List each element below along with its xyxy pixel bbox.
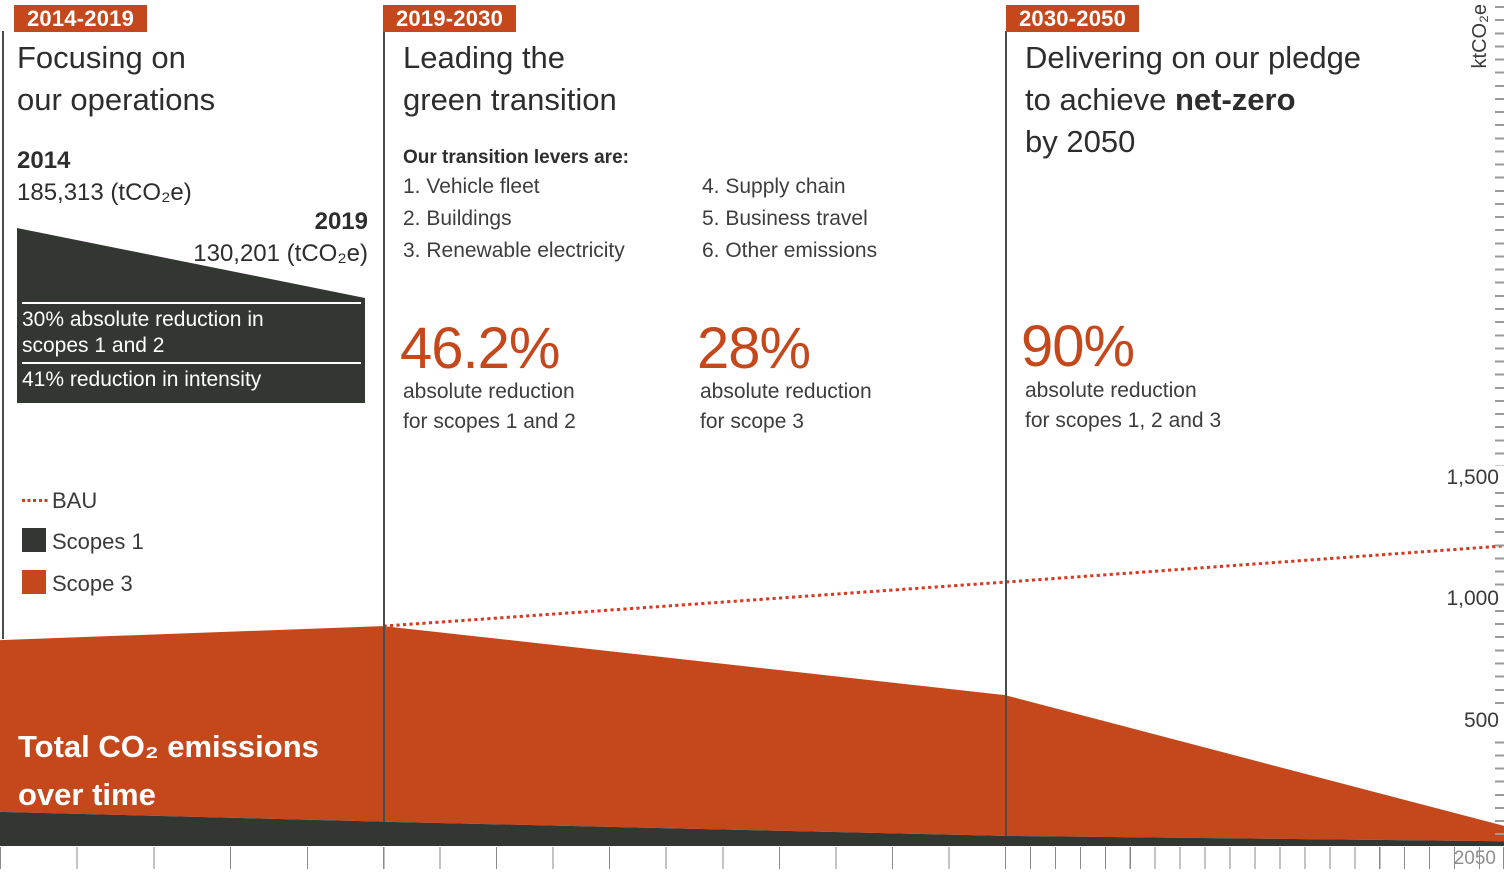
scopes1-area <box>0 811 1504 846</box>
stat-46-2-caption: absolute reduction for scopes 1 and 2 <box>403 377 576 437</box>
stat-28-caption: absolute reduction for scope 3 <box>700 377 872 437</box>
levers-heading: Our transition levers are: <box>403 147 629 168</box>
period-badge-2014-2019: 2014-2019 <box>14 5 148 32</box>
section3-title-line2-prefix: to achieve <box>1025 82 1175 117</box>
lever-item: 2. Buildings <box>403 207 512 230</box>
bau-line <box>383 544 1504 628</box>
wedge-note-scopes12: 30% absolute reduction in scopes 1 and 2 <box>22 302 361 359</box>
wedge-note-scopes12-line2: scopes 1 and 2 <box>22 334 165 357</box>
divider-2019 <box>383 31 385 822</box>
legend-scopes1-label: Scopes 1 <box>52 529 144 554</box>
label-2019: 2019 <box>314 208 368 235</box>
section1-title-line2: our operations <box>17 82 216 117</box>
legend-bau-label: BAU <box>52 488 98 513</box>
lever-item: 6. Other emissions <box>702 239 878 262</box>
section1-left-border <box>2 31 4 639</box>
legend-scope3-label: Scope 3 <box>52 571 133 596</box>
y-tick-1000: 1,000 <box>1412 587 1504 610</box>
x-axis-ticks-2014-2019 <box>0 847 385 869</box>
stat-caption-line: for scope 3 <box>700 410 804 433</box>
stat-caption-line: for scopes 1 and 2 <box>403 410 576 433</box>
stat-caption-line: absolute reduction <box>700 380 872 403</box>
x-axis-2050-label: 2050 <box>1453 848 1496 869</box>
wedge-note-scopes12-line1: 30% absolute reduction in <box>22 308 264 331</box>
levers-column-1: 1. Vehicle fleet 2. Buildings 3. Renewab… <box>403 171 625 267</box>
stat-caption-line: for scopes 1, 2 and 3 <box>1025 409 1222 432</box>
y-axis-minor-ticks <box>1495 6 1504 846</box>
stat-46-2-percent: 46.2% <box>400 316 560 381</box>
section2-title: Leading the green transition <box>403 37 617 121</box>
period-badge-2030-2050: 2030-2050 <box>1006 5 1140 32</box>
section3-title-line3: by 2050 <box>1025 124 1136 159</box>
section2-title-line2: green transition <box>403 82 617 117</box>
legend-scopes1-swatch <box>22 528 46 552</box>
section3-title-line1: Delivering on our pledge <box>1025 40 1362 75</box>
divider-2030 <box>1005 31 1007 836</box>
value-2014: 185,313 (tCO₂e) <box>17 179 192 206</box>
stat-90-caption: absolute reduction for scopes 1, 2 and 3 <box>1025 376 1221 436</box>
lever-item: 3. Renewable electricity <box>403 239 625 262</box>
chart-title-line2: over time <box>18 777 156 812</box>
levers-column-2: 4. Supply chain 5. Business travel 6. Ot… <box>702 171 877 267</box>
section1-title: Focusing on our operations <box>17 37 215 121</box>
section1-title-line1: Focusing on <box>17 40 186 75</box>
chart-title: Total CO₂ emissions over time <box>18 723 319 819</box>
net-zero-emphasis: net-zero <box>1174 82 1296 117</box>
lever-item: 5. Business travel <box>702 207 868 230</box>
scope3-area <box>0 626 1504 842</box>
label-2014: 2014 <box>17 147 71 174</box>
section3-title: Delivering on our pledge to achieve net-… <box>1025 37 1361 163</box>
lever-item: 4. Supply chain <box>702 175 846 198</box>
wedge-note-intensity: 41% reduction in intensity <box>22 362 361 393</box>
legend-bau-swatch <box>22 499 49 502</box>
stat-caption-line: absolute reduction <box>403 380 575 403</box>
section3-title-line2: to achieve net-zero <box>1025 79 1361 121</box>
stat-caption-line: absolute reduction <box>1025 379 1197 402</box>
y-tick-500: 500 <box>1412 709 1504 732</box>
x-axis-ticks-2019-2030 <box>383 847 1006 869</box>
section2-title-line1: Leading the <box>403 40 566 75</box>
legend-scope3-swatch <box>22 570 46 594</box>
lever-item: 1. Vehicle fleet <box>403 175 540 198</box>
chart-title-line1: Total CO₂ emissions <box>18 729 319 764</box>
y-tick-1500: 1,500 <box>1412 466 1504 489</box>
stat-28-percent: 28% <box>697 316 811 381</box>
value-2019: 130,201 (tCO₂e) <box>193 240 368 267</box>
period-badge-2019-2030: 2019-2030 <box>383 5 517 32</box>
x-axis-ticks-2030-2050 <box>1005 847 1504 869</box>
y-axis-unit-label: ktCO₂e <box>1469 4 1491 69</box>
stat-90-percent: 90% <box>1021 314 1135 379</box>
